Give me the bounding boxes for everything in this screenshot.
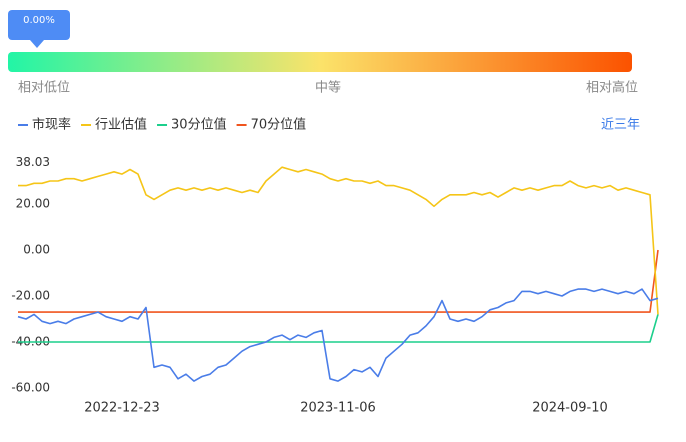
- gauge-value: 0.00%: [23, 15, 55, 26]
- y-tick-label: 38.03: [16, 155, 50, 169]
- legend-label: 30分位值: [171, 117, 227, 133]
- range-button[interactable]: 近三年: [601, 118, 640, 133]
- y-tick-label: -20.00: [11, 288, 50, 302]
- y-tick-label: 0.00: [23, 242, 50, 256]
- legend-label: 行业估值: [95, 117, 147, 133]
- gauge: 0.00% 相对低位 中等 相对高位: [8, 10, 638, 96]
- x-tick-label: 2022-12-23: [84, 401, 160, 416]
- series-line: [17, 288, 659, 382]
- legend-label: 市现率: [32, 117, 71, 133]
- gauge-label: 中等: [315, 80, 341, 96]
- x-tick-label: 2024-09-10: [532, 401, 608, 416]
- gauge-bubble: [8, 10, 70, 40]
- gauge-pointer: [30, 40, 44, 48]
- gauge-label: 相对高位: [586, 80, 638, 96]
- series-line: [18, 314, 659, 343]
- x-tick-label: 2023-11-06: [300, 401, 376, 416]
- y-tick-label: -60.00: [11, 381, 50, 395]
- y-tick-label: 20.00: [16, 196, 50, 210]
- gauge-label: 相对低位: [18, 81, 70, 96]
- legend-label: 70分位值: [251, 117, 307, 133]
- series-line: [18, 166, 659, 315]
- series-line: [18, 249, 659, 313]
- gauge-bar: [8, 52, 632, 72]
